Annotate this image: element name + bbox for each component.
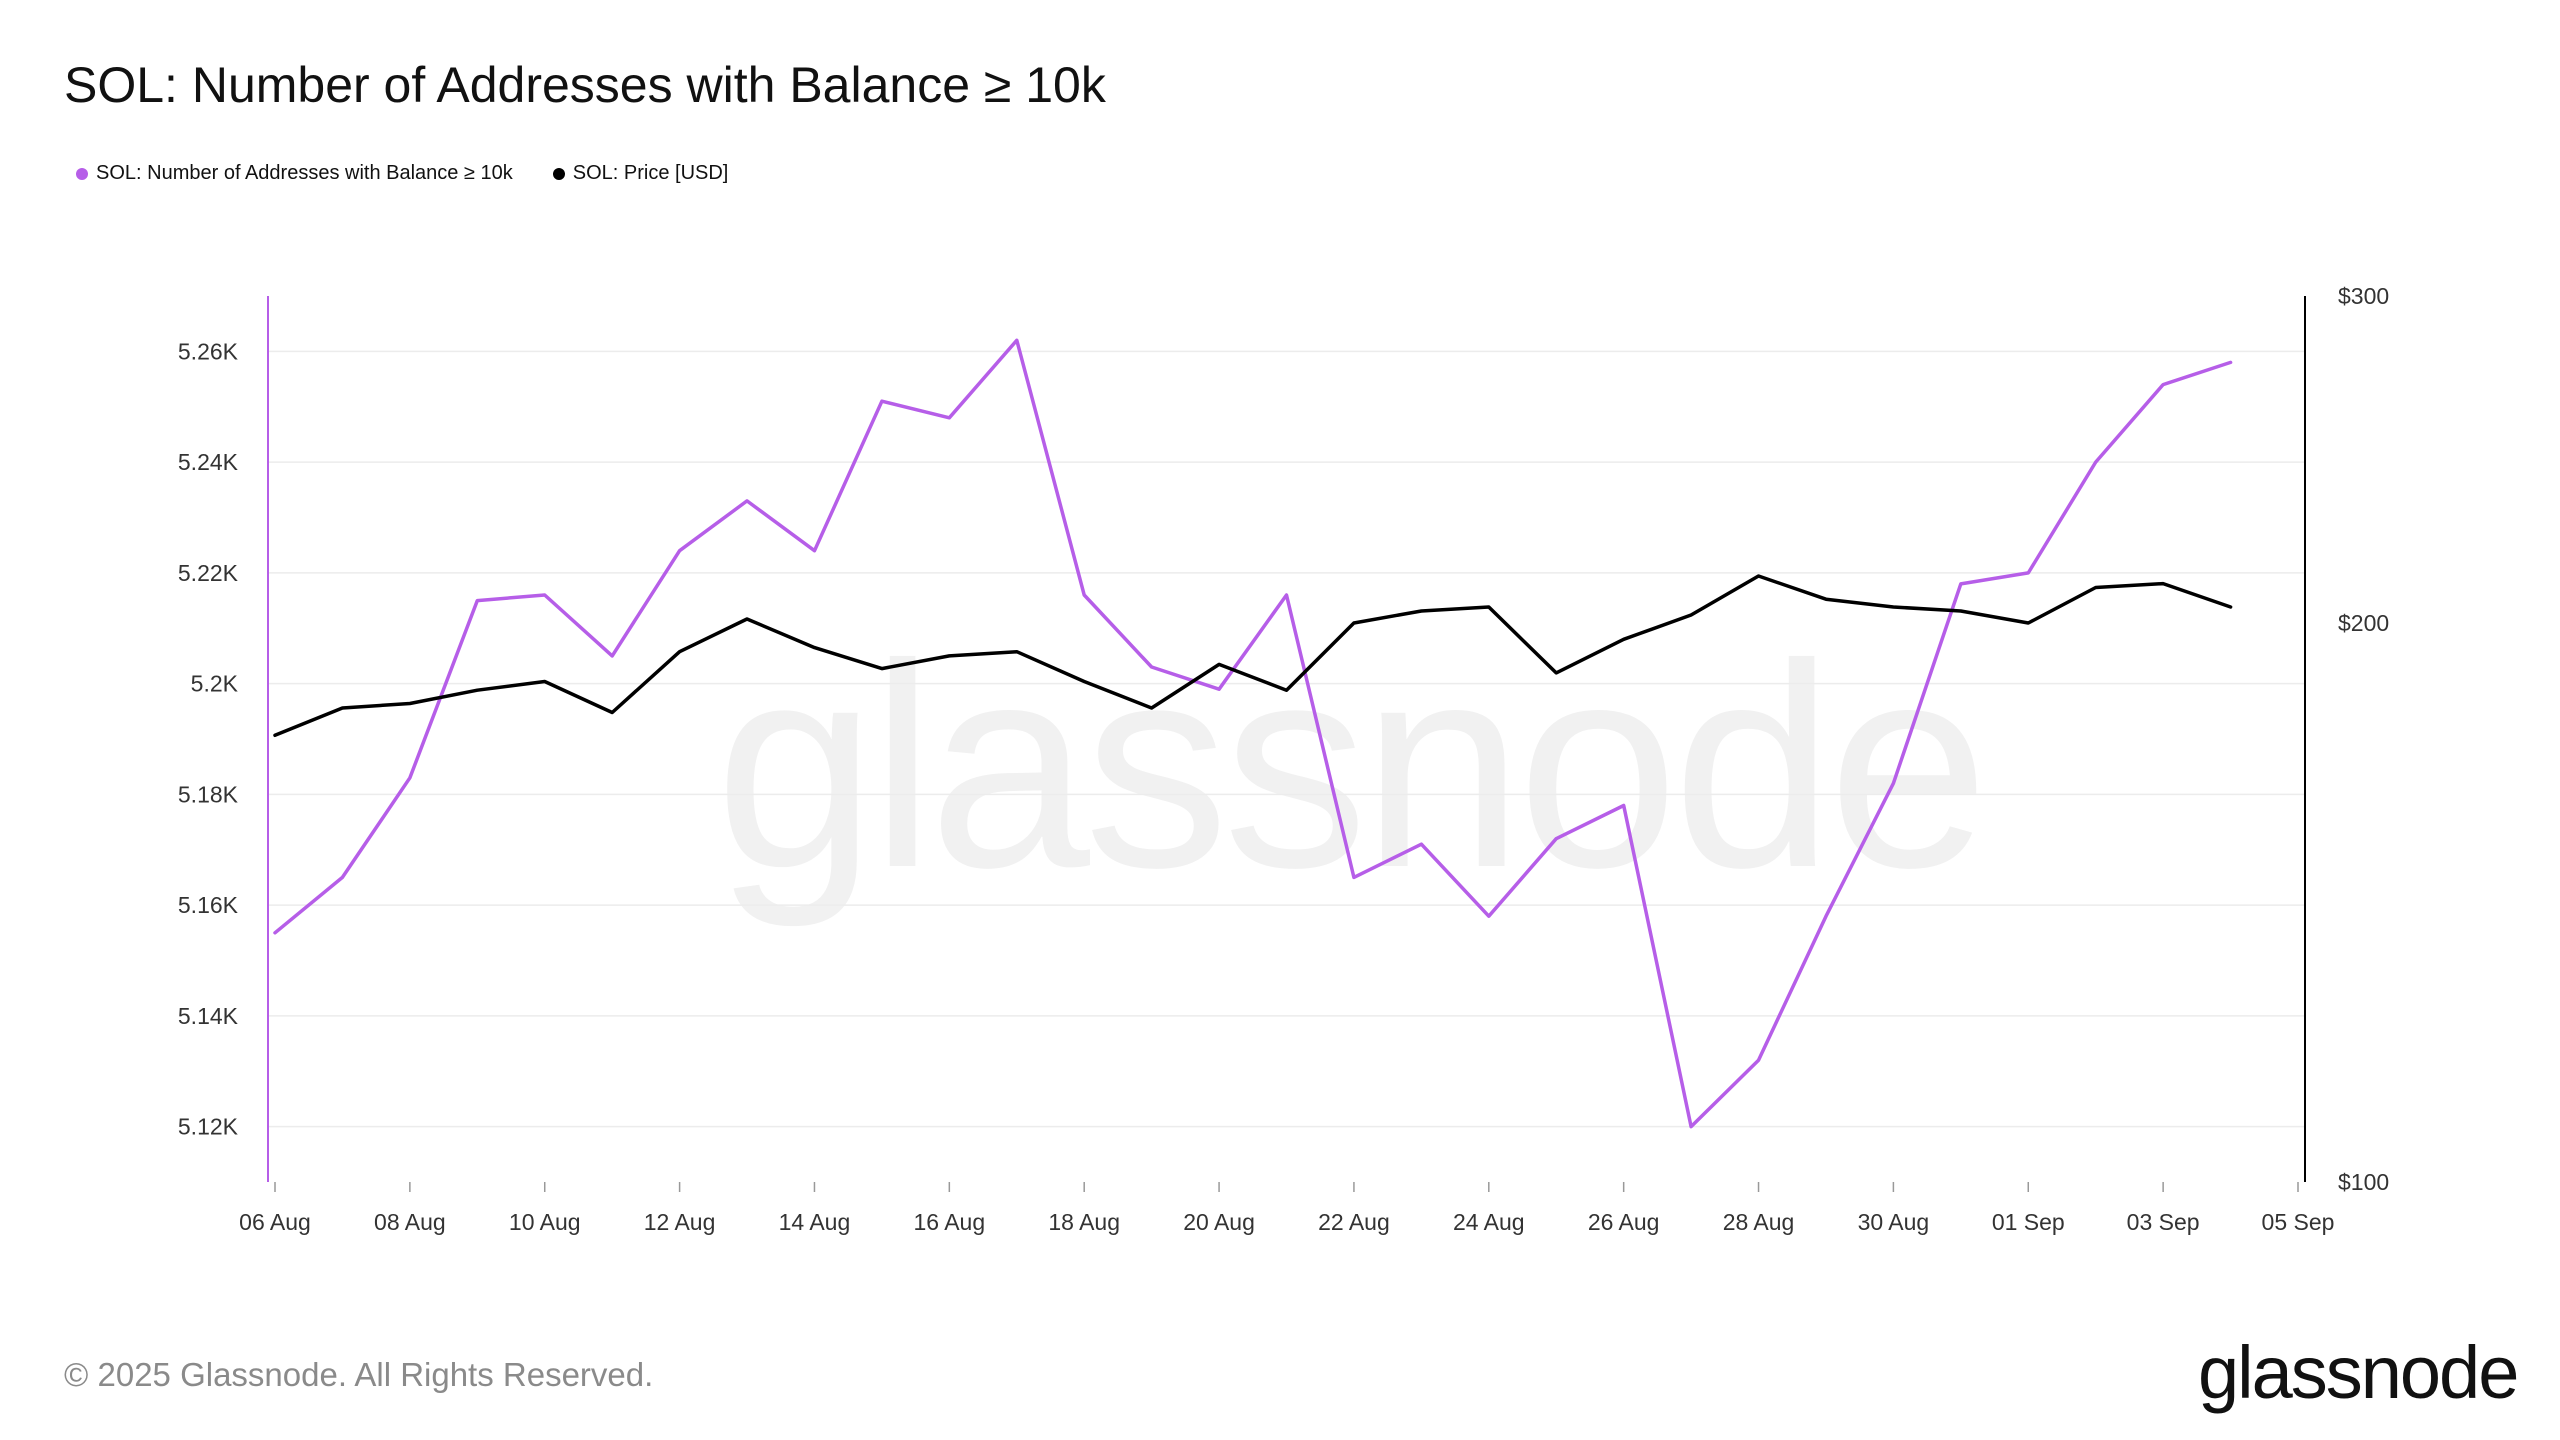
y-axis-left-ticks: 5.12K 5.14K 5.16K 5.18K 5.2K 5.22K 5.24K 5.26K: [178, 338, 239, 1139]
x-tick-label: 03 Sep: [2127, 1209, 2200, 1235]
legend-label-price: SOL: Price [USD]: [572, 162, 729, 184]
gridlines: [268, 350, 2305, 1128]
y-left-tick-label: 5.12K: [178, 1114, 239, 1140]
copyright-footer: © 2025 Glassnode. All Rights Reserved.: [64, 1356, 654, 1393]
x-tick-label: 26 Aug: [1588, 1209, 1660, 1235]
x-tick-label: 22 Aug: [1318, 1209, 1390, 1235]
x-tick-label: 12 Aug: [644, 1209, 716, 1235]
x-tick-label: 24 Aug: [1453, 1209, 1525, 1235]
x-axis-ticks: 06 Aug 08 Aug 10 Aug 12 Aug 14 Aug 16 Aug 18 A…: [239, 1182, 2334, 1235]
legend: SOL: Number of Addresses with Balance ≥ …: [76, 162, 768, 185]
chart-title: SOL: Number of Addresses with Balance ≥ …: [64, 57, 1106, 113]
y-left-tick-label: 5.2K: [191, 671, 239, 697]
y-right-tick-label: $100: [2338, 1169, 2389, 1195]
x-tick-label: 28 Aug: [1723, 1209, 1795, 1235]
x-tick-label: 01 Sep: [1992, 1209, 2065, 1235]
series-line-price: [273, 574, 2233, 738]
glassnode-logo[interactable]: glassnode: [2198, 1331, 2519, 1414]
legend-dot-addresses: [76, 167, 88, 180]
series-line-addresses: [273, 338, 2233, 1129]
axes: [267, 296, 2306, 1182]
y-left-tick-label: 5.16K: [178, 892, 239, 918]
x-tick-label: 14 Aug: [779, 1209, 851, 1235]
x-tick-label: 18 Aug: [1048, 1209, 1120, 1235]
x-tick-label: 20 Aug: [1183, 1209, 1255, 1235]
series-lines: [273, 338, 2233, 1129]
x-tick-label: 06 Aug: [239, 1209, 311, 1235]
y-axis-right-ticks: $100 $200 $300: [2338, 283, 2389, 1195]
y-left-tick-label: 5.24K: [178, 449, 239, 475]
x-tick-label: 30 Aug: [1858, 1209, 1930, 1235]
legend-item-addresses[interactable]: SOL: Number of Addresses with Balance ≥ …: [76, 162, 513, 185]
legend-label-addresses: SOL: Number of Addresses with Balance ≥ …: [96, 162, 513, 184]
x-tick-label: 10 Aug: [509, 1209, 581, 1235]
y-left-tick-label: 5.22K: [178, 560, 239, 586]
x-tick-label: 16 Aug: [914, 1209, 986, 1235]
y-right-tick-label: $200: [2338, 610, 2389, 636]
y-left-tick-label: 5.14K: [178, 1003, 239, 1029]
x-tick-label: 08 Aug: [374, 1209, 446, 1235]
y-left-tick-label: 5.26K: [178, 338, 239, 364]
x-tick-label: 05 Sep: [2262, 1209, 2335, 1235]
legend-dot-price: [552, 167, 565, 180]
y-right-tick-label: $300: [2338, 283, 2389, 309]
y-left-tick-label: 5.18K: [178, 781, 239, 807]
legend-item-price[interactable]: SOL: Price [USD]: [552, 162, 729, 185]
